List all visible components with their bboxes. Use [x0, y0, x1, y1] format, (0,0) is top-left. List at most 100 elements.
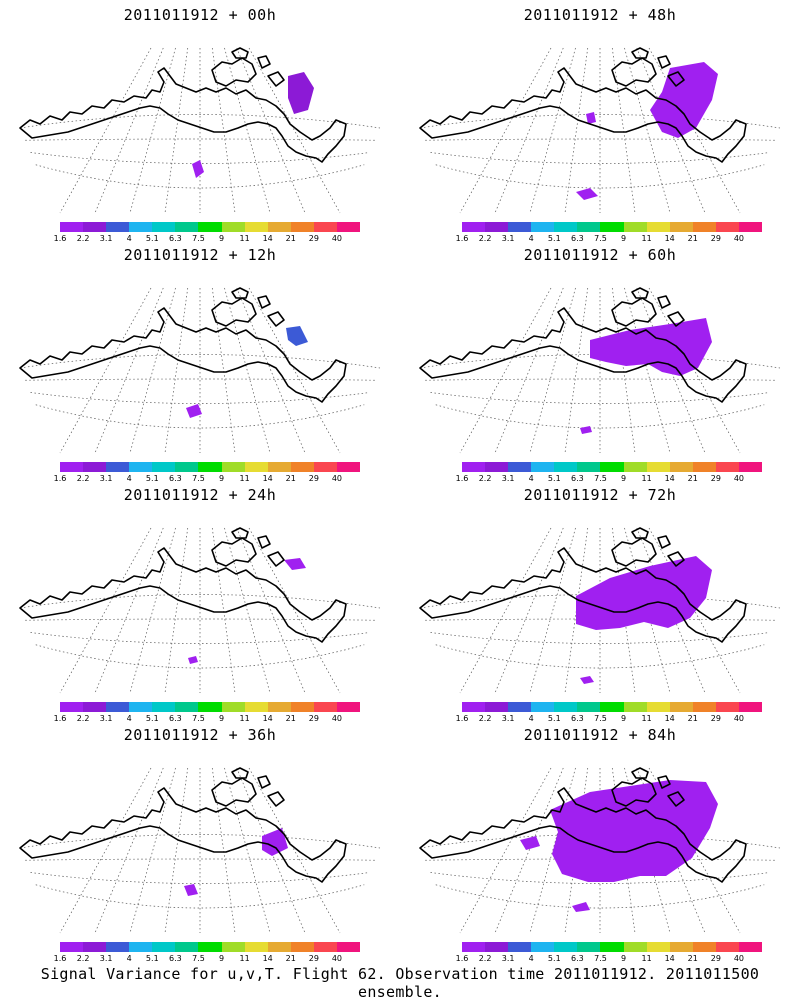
color-scale-label: 14 — [262, 234, 273, 243]
panel-title: 2011011912 + 84h — [523, 726, 677, 744]
color-scale-label: 11 — [641, 714, 652, 723]
color-scale-label: 7.5 — [594, 714, 607, 723]
color-scale-swatch — [336, 942, 361, 952]
color-scale-label: 1.6 — [455, 234, 469, 243]
color-scale-swatch — [600, 702, 624, 712]
color-scale-label: 6.3 — [571, 234, 584, 243]
color-scale-swatch — [244, 702, 268, 712]
color-scale-label: 5.1 — [145, 954, 159, 963]
island — [611, 297, 657, 327]
color-scale-label: 14 — [262, 714, 273, 723]
polar-map — [419, 527, 781, 694]
color-scale-label: 7.5 — [192, 954, 205, 963]
island — [257, 535, 271, 549]
color-scale-label: 6.3 — [571, 714, 584, 723]
panel-title: 2011011912 + 12h — [123, 246, 277, 264]
island — [611, 777, 657, 807]
color-scale-label: 2.2 — [478, 234, 492, 243]
color-scale-label: 9 — [620, 954, 627, 963]
color-scale-label: 9 — [620, 714, 627, 723]
color-scale-label: 3.1 — [501, 234, 515, 243]
color-scale-label: 1.6 — [53, 474, 67, 483]
color-scale-label: 21 — [687, 474, 698, 483]
color-scale-label: 40 — [733, 714, 745, 723]
color-scale-label: 29 — [710, 954, 721, 963]
coastline — [19, 307, 347, 403]
panel-title: 2011011912 + 60h — [523, 246, 677, 264]
color-scale-label: 3.1 — [501, 714, 515, 723]
color-scale-labels: 1.6 2.2 3.1 4 5.1 6.3 7.5 9 11 14 21 29 40 — [54, 714, 390, 724]
color-scale-swatch — [106, 462, 130, 472]
variance-region — [586, 112, 596, 124]
color-scale-label: 21 — [687, 954, 698, 963]
color-scale-label: 11 — [641, 954, 652, 963]
color-scale-label: 5.1 — [145, 474, 159, 483]
variance-region — [288, 72, 314, 114]
color-scale-label: 9 — [218, 954, 225, 963]
color-scale-label: 7.5 — [192, 714, 205, 723]
color-scale-swatch — [336, 462, 361, 472]
color-scale-bar — [462, 702, 763, 712]
panel-title: 2011011912 + 72h — [523, 486, 677, 504]
color-scale-label: 5.1 — [547, 474, 561, 483]
coastline — [19, 547, 347, 643]
color-scale-swatch — [221, 462, 245, 472]
color-scale-swatch — [313, 702, 337, 712]
color-scale-swatch — [221, 702, 245, 712]
island — [211, 57, 257, 87]
color-scale-label: 40 — [733, 474, 745, 483]
color-scale-swatch — [152, 462, 176, 472]
panel-title: 2011011912 + 36h — [123, 726, 277, 744]
color-scale-swatch — [175, 702, 199, 712]
color-scale-label: 1.6 — [53, 954, 67, 963]
color-scale-label: 4 — [528, 714, 534, 723]
color-scale-label: 29 — [308, 234, 319, 243]
color-scale-swatch — [198, 942, 222, 952]
color-scale-label: 14 — [664, 714, 675, 723]
color-scale-swatch — [577, 942, 601, 952]
panel-title: 2011011912 + 48h — [523, 6, 677, 24]
color-scale-swatch — [244, 462, 268, 472]
color-scale-label: 6.3 — [571, 954, 584, 963]
color-scale-label: 3.1 — [99, 714, 113, 723]
color-scale-label: 21 — [285, 714, 296, 723]
color-scale-swatch — [485, 462, 509, 472]
color-scale-swatch — [267, 222, 291, 232]
island — [667, 551, 685, 567]
variance-region — [580, 676, 594, 684]
color-scale-swatch — [623, 222, 647, 232]
color-scale-labels: 1.6 2.2 3.1 4 5.1 6.3 7.5 9 11 14 21 29 40 — [54, 954, 390, 964]
color-scale-swatch — [600, 222, 624, 232]
color-scale-swatch — [313, 222, 337, 232]
color-scale-label: 4 — [528, 474, 534, 483]
color-scale-label: 5.1 — [145, 234, 159, 243]
color-scale-swatch — [738, 702, 763, 712]
variance-region — [284, 558, 306, 570]
color-scale-swatch — [244, 222, 268, 232]
color-scale-label: 11 — [239, 234, 250, 243]
color-scale-label: 40 — [733, 954, 745, 963]
color-scale-swatch — [485, 222, 509, 232]
color-scale-label: 7.5 — [594, 234, 607, 243]
color-scale-label: 5.1 — [547, 234, 561, 243]
color-scale-bar — [462, 942, 763, 952]
color-scale-bar — [60, 462, 361, 472]
color-scale-swatch — [738, 462, 763, 472]
color-scale-labels: 1.6 2.2 3.1 4 5.1 6.3 7.5 9 11 14 21 29 40 — [456, 714, 792, 724]
color-scale-swatch — [646, 462, 670, 472]
coastline — [19, 67, 347, 163]
forecast-panel: 2011011912 + 24h 1.6 2.2 3.1 4 5.1 6.3 7.5 9 11 14… — [0, 480, 400, 723]
island — [231, 47, 249, 59]
color-scale-swatch — [267, 702, 291, 712]
color-scale-swatch — [83, 222, 107, 232]
coastline — [419, 787, 747, 883]
color-scale-label: 3.1 — [99, 234, 113, 243]
color-scale-label: 4 — [126, 474, 132, 483]
color-scale-swatch — [554, 702, 578, 712]
island — [631, 767, 649, 779]
forecast-panel: 2011011912 + 00h 1.6 2.2 3.1 4 5.1 6.3 7.5 9 11 14… — [0, 0, 400, 243]
color-scale-label: 9 — [620, 474, 627, 483]
color-scale-swatch — [244, 942, 268, 952]
island — [631, 47, 649, 59]
panel-title: 2011011912 + 00h — [123, 6, 277, 24]
